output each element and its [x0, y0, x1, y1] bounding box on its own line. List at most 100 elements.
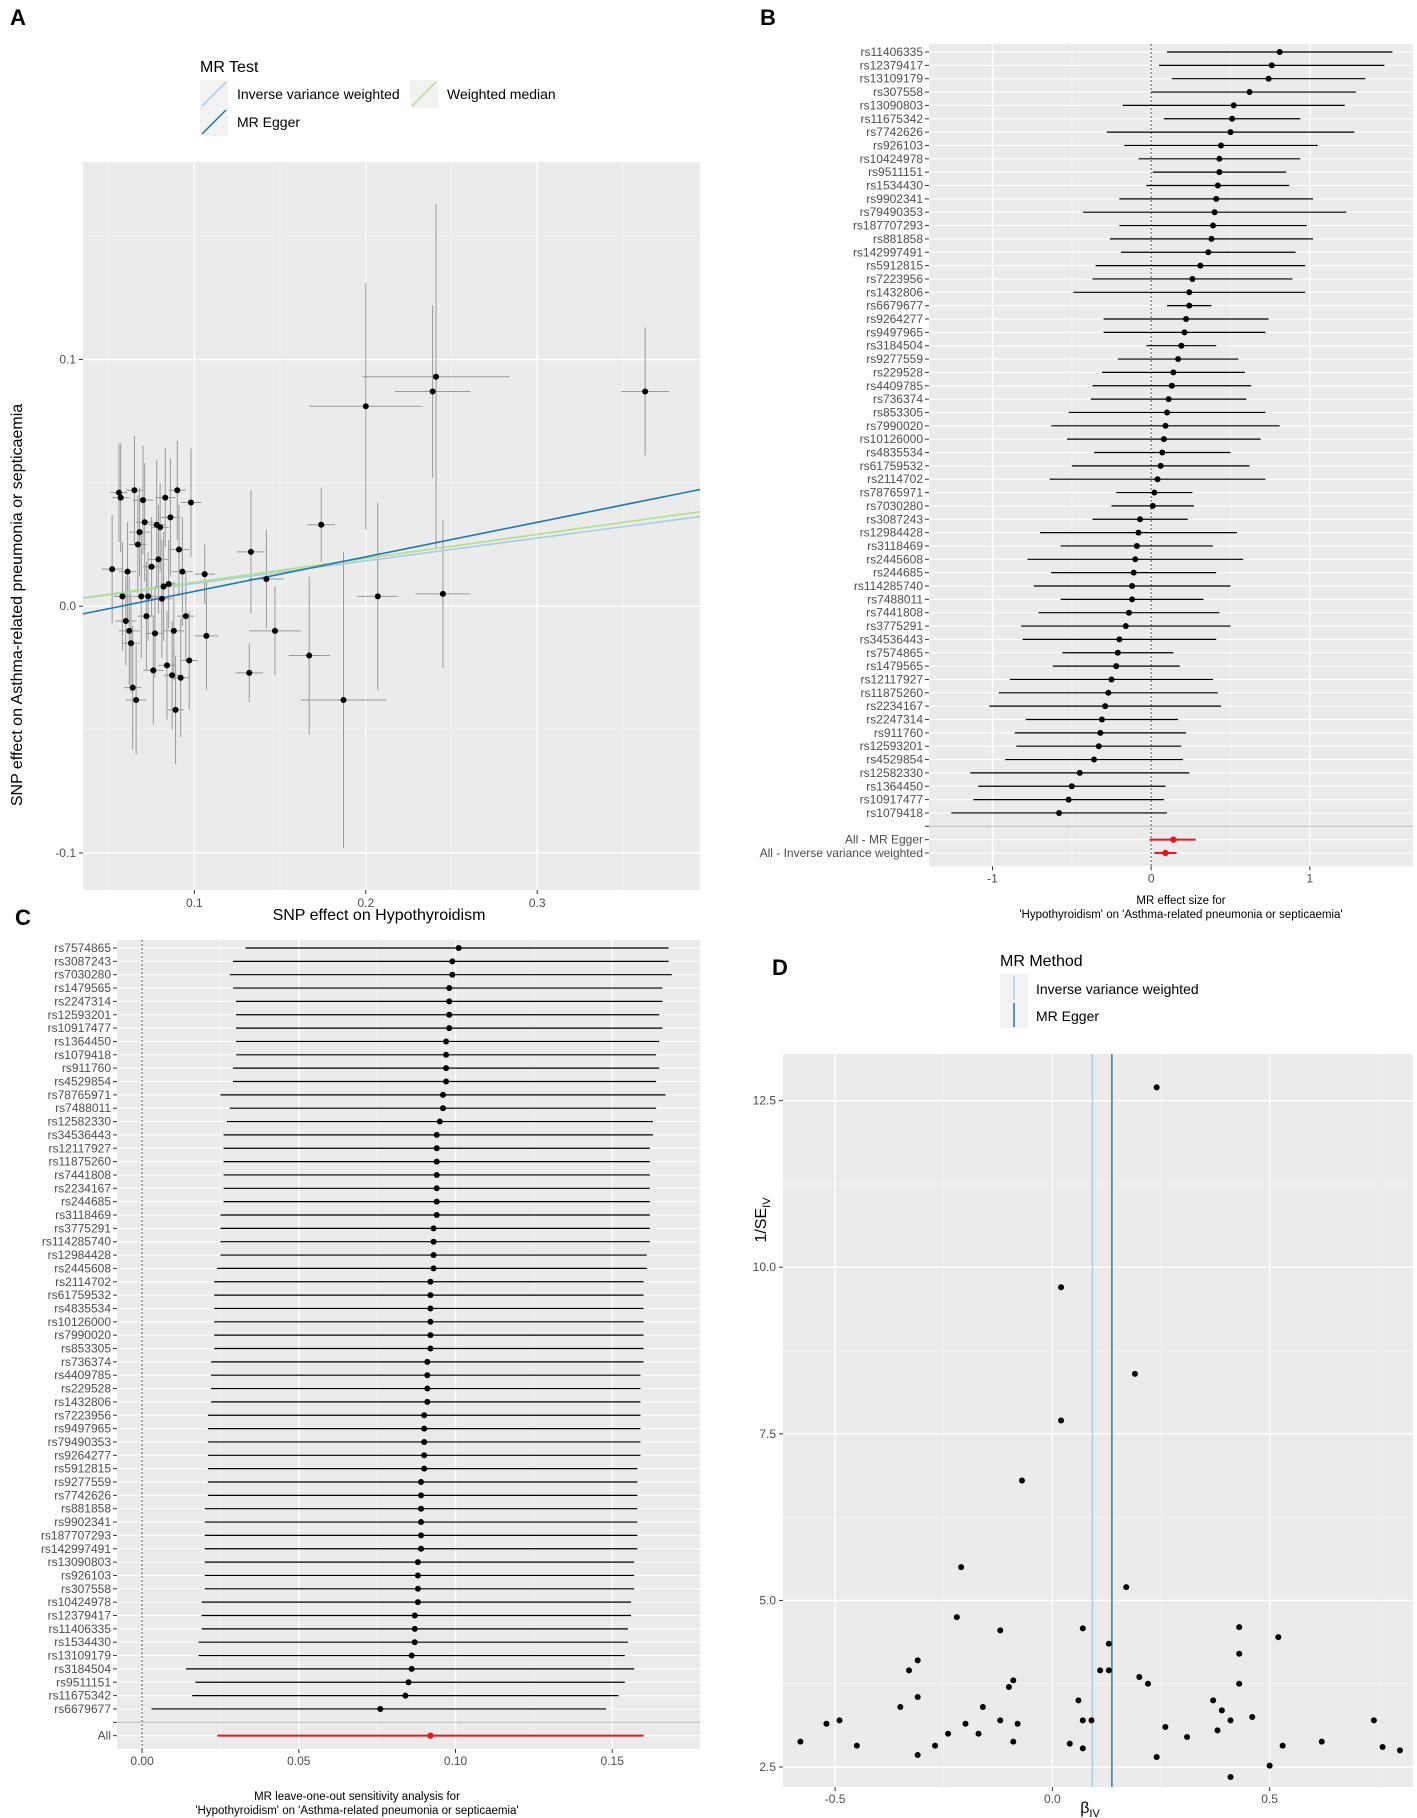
data-point — [141, 519, 148, 526]
data-point — [1058, 1417, 1065, 1424]
snp-estimate-point — [1165, 396, 1172, 403]
snp-label: rs1479565 — [54, 981, 111, 995]
snp-estimate-point — [430, 1225, 437, 1232]
snp-estimate-point — [424, 1398, 431, 1405]
snp-estimate-point — [405, 1679, 412, 1686]
snp-label: rs11875260 — [49, 1155, 112, 1169]
data-point — [1162, 1724, 1169, 1731]
data-point — [318, 521, 325, 528]
data-point — [914, 1752, 921, 1759]
snp-label: rs2445608 — [866, 552, 923, 566]
snp-label: rs1534430 — [54, 1635, 111, 1649]
data-point — [163, 662, 170, 669]
y-tick-label: 5.0 — [759, 1593, 776, 1607]
snp-label: rs2234167 — [866, 699, 923, 713]
snp-label: rs5912815 — [54, 1462, 111, 1476]
snp-label: rs7742626 — [866, 125, 923, 139]
data-point — [136, 529, 143, 536]
data-point — [150, 667, 157, 674]
overall-estimate-point — [1170, 836, 1177, 843]
data-point — [1218, 1707, 1225, 1714]
x-tick-label: 0.0 — [1044, 1792, 1061, 1806]
panel-d: D MR Method Inverse variance weighted MR… — [753, 953, 1413, 1818]
snp-label: rs1079418 — [866, 806, 923, 820]
legend-title: MR Test — [200, 59, 259, 76]
snp-estimate-point — [1170, 369, 1177, 376]
snp-label: rs911760 — [62, 1061, 111, 1075]
snp-estimate-point — [1208, 235, 1215, 242]
snp-estimate-point — [446, 1011, 453, 1018]
snp-estimate-point — [439, 1105, 446, 1112]
snp-label: rs853305 — [61, 1342, 111, 1356]
snp-label: rs911760 — [874, 726, 923, 740]
x-axis-subtitle-b: 'Hypothyroidism' on 'Asthma-related pneu… — [1019, 909, 1342, 921]
snp-label: rs926103 — [61, 1568, 111, 1582]
data-point — [1075, 1697, 1082, 1704]
data-point — [439, 590, 446, 597]
data-point — [979, 1704, 986, 1711]
panel-a-letter: A — [10, 5, 26, 30]
snp-estimate-point — [414, 1572, 421, 1579]
snp-estimate-point — [408, 1652, 415, 1659]
snp-estimate-point — [427, 1345, 434, 1352]
snp-estimate-point — [414, 1559, 421, 1566]
snp-label: rs10126000 — [860, 432, 924, 446]
snp-estimate-point — [430, 1238, 437, 1245]
snp-estimate-point — [436, 1118, 443, 1125]
data-point — [263, 576, 270, 583]
snp-estimate-point — [446, 1025, 453, 1032]
snp-label: rs7990020 — [54, 1328, 111, 1342]
snp-label: rs5912815 — [866, 259, 923, 273]
snp-estimate-point — [1137, 516, 1144, 523]
x-axis-title-a: SNP effect on Hypothyroidism — [273, 907, 486, 924]
legend-label-wmedian: Weighted median — [447, 86, 556, 102]
data-point — [897, 1704, 904, 1711]
snp-estimate-point — [377, 1705, 384, 1712]
data-point — [160, 583, 167, 590]
snp-estimate-point — [421, 1438, 428, 1445]
regression-line — [82, 510, 701, 599]
panel-c: C 0.00 0.05 0.10 0.15 rs7574865rs3087243rs70… — [15, 905, 700, 1817]
snp-label: rs187707293 — [41, 1528, 111, 1542]
snp-estimate-point — [430, 1265, 437, 1272]
data-point — [138, 593, 145, 600]
snp-label: rs2247314 — [866, 713, 923, 727]
data-point — [1236, 1650, 1243, 1657]
data-point — [1249, 1714, 1256, 1721]
data-point — [186, 657, 193, 664]
data-point — [271, 627, 278, 634]
snp-label: rs12117927 — [49, 1141, 112, 1155]
snp-estimate-point — [1130, 569, 1137, 576]
regression-line — [82, 488, 701, 615]
data-point — [914, 1657, 921, 1664]
snp-estimate-point — [1102, 703, 1109, 710]
snp-estimate-point — [446, 998, 453, 1005]
snp-label: rs10424978 — [48, 1595, 112, 1609]
snp-estimate-point — [1216, 169, 1223, 176]
snp-estimate-point — [418, 1532, 425, 1539]
data-point — [1227, 1717, 1234, 1724]
snp-estimate-point — [1175, 356, 1182, 363]
data-point — [127, 640, 134, 647]
snp-estimate-point — [414, 1599, 421, 1606]
panel-d-letter: D — [772, 955, 788, 980]
data-point — [1184, 1734, 1191, 1741]
snp-label: rs9277559 — [54, 1475, 111, 1489]
snp-estimate-point — [1098, 716, 1105, 723]
snp-label: rs34536443 — [860, 632, 924, 646]
data-point — [174, 487, 181, 494]
snp-estimate-point — [1213, 195, 1220, 202]
data-point — [172, 706, 179, 713]
snp-label: rs13090803 — [48, 1555, 112, 1569]
snp-estimate-point — [1210, 222, 1217, 229]
snp-label: rs2114702 — [55, 1275, 111, 1289]
data-point — [247, 548, 254, 555]
snp-estimate-point — [411, 1639, 418, 1646]
snp-estimate-point — [418, 1545, 425, 1552]
snp-estimate-point — [455, 945, 462, 952]
data-point — [1088, 1717, 1095, 1724]
data-point — [1058, 1284, 1065, 1291]
data-point — [429, 388, 436, 395]
snp-estimate-point — [427, 1305, 434, 1312]
x-tick-label: 0.00 — [130, 1754, 154, 1768]
